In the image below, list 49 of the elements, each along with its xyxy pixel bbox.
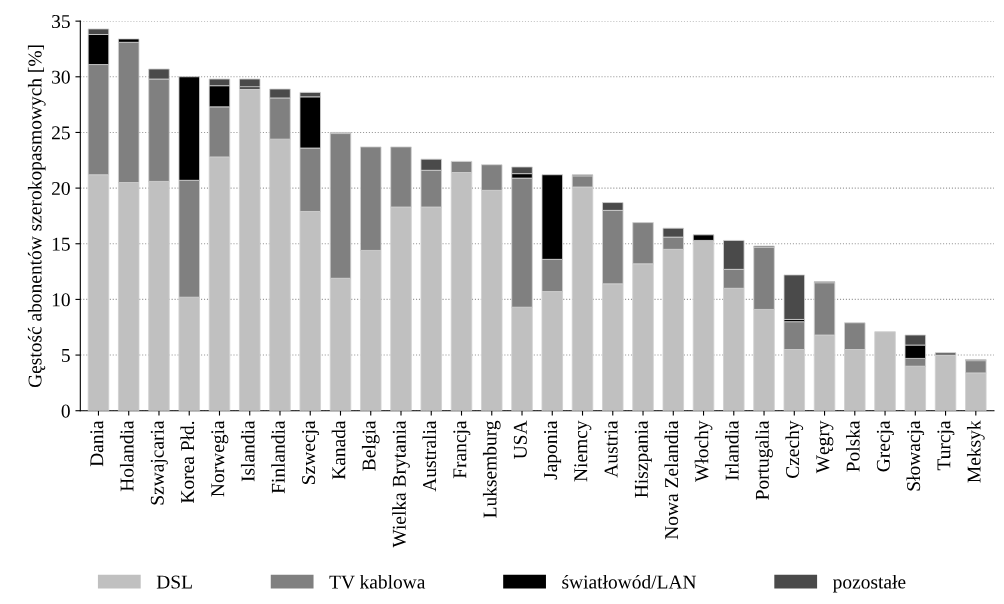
x-tick-label: Finlandia xyxy=(271,420,285,494)
legend-label: TV kablowa xyxy=(329,574,426,589)
y-tick-label: 5 xyxy=(62,349,70,362)
y-tick-label: 0 xyxy=(61,404,70,418)
x-tick-label: Japonia xyxy=(544,420,562,480)
x-tick-label: Niemcy xyxy=(574,420,592,482)
x-tick-label: Luksemburg xyxy=(482,420,501,518)
x-tick-label: Dania xyxy=(90,420,104,467)
x-tick-label: Belgia xyxy=(361,420,380,471)
x-tick-label: Austria xyxy=(604,420,618,478)
y-tick-label: 20 xyxy=(52,181,70,196)
bar xyxy=(783,274,805,320)
x-tick-label: Nowa Zelandia xyxy=(664,420,679,540)
x-tick-label: Włochy xyxy=(694,420,713,482)
x-tick-label: Korea Płd. xyxy=(180,421,195,504)
y-tick-label: 15 xyxy=(52,237,70,251)
y-tick-label: 10 xyxy=(52,293,70,307)
x-tick-label: Francja xyxy=(453,420,471,479)
y-tick-label: 30 xyxy=(52,70,70,84)
x-tick-label: Australia xyxy=(422,420,437,492)
x-tick-label: Norwegia xyxy=(211,420,229,497)
bar xyxy=(874,331,896,411)
bar xyxy=(511,166,533,175)
x-tick-label: Czechy xyxy=(785,420,804,478)
x-tick-label: Turcja xyxy=(937,420,955,471)
y-tick-label: 25 xyxy=(52,126,70,140)
x-tick-label: USA xyxy=(513,420,527,459)
x-tick-label: Meksyk xyxy=(966,420,985,483)
x-tick-label: Islandia xyxy=(240,420,255,482)
x-tick-label: Szwajcaria xyxy=(150,420,168,505)
x-tick-label: Hiszpania xyxy=(634,420,652,498)
x-tick-label: Portugalia xyxy=(755,420,773,500)
bar xyxy=(934,354,957,411)
bar xyxy=(239,88,261,411)
y-tick-label: 35 xyxy=(52,15,70,29)
legend-label: pozostałe xyxy=(832,574,906,593)
legend-label: światłowód/LAN xyxy=(562,574,697,589)
x-tick-label: Irlandia xyxy=(724,420,739,481)
x-tick-label: Holandia xyxy=(119,420,134,492)
x-tick-label: Wielka Brytania xyxy=(392,420,410,548)
x-tick-label: Polska xyxy=(845,420,860,472)
x-tick-label: Szwecja xyxy=(302,420,320,484)
bar xyxy=(239,78,261,88)
x-tick-label: Kanada xyxy=(331,420,346,480)
x-tick-label: Słowacja xyxy=(906,420,925,491)
x-tick-label: Węgry xyxy=(816,420,834,474)
x-tick-label: Grecja xyxy=(876,420,894,472)
legend-label: DSL xyxy=(156,575,192,589)
y-axis-title: Gęstość abonentów szerokopasmowych [%] xyxy=(27,45,46,388)
